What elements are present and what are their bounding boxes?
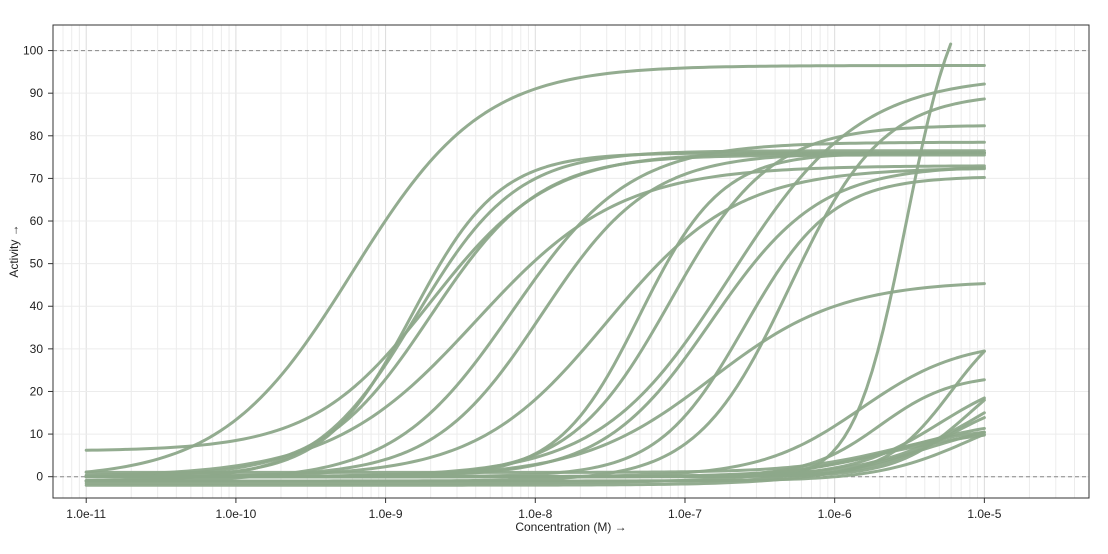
x-tick-label: 1.0e-5: [967, 507, 1001, 521]
y-tick-label: 0: [36, 470, 43, 484]
series-line-6: [84, 164, 986, 477]
series-line-1: [84, 64, 986, 474]
series-line-28: [84, 430, 986, 487]
series-line-17: [84, 42, 953, 483]
x-tick-label: 1.0e-7: [668, 507, 702, 521]
x-tick-label: 1.0e-8: [518, 507, 552, 521]
series-group: [84, 42, 986, 487]
x-tick-label: 1.0e-9: [369, 507, 403, 521]
x-tick-label: 1.0e-6: [818, 507, 852, 521]
y-tick-label: 100: [23, 44, 43, 58]
series-line-27: [84, 426, 986, 479]
series-line-29: [84, 430, 986, 474]
x-axis-label: Concentration (M) →: [515, 520, 626, 534]
y-tick-label: 80: [30, 129, 44, 143]
y-tick-label: 30: [30, 342, 44, 356]
y-axis-ticks: 0 10 20 30 40 50 60 70 80 90 100: [23, 44, 53, 484]
x-tick-label: 1.0e-10: [216, 507, 257, 521]
x-axis-ticks: 1.0e-11 1.0e-10 1.0e-9 1.0e-8 1.0e-7 1.0e-6 1.…: [66, 498, 1002, 521]
y-axis-label: Activity →: [7, 224, 21, 277]
plot-frame: [52, 24, 1090, 499]
y-tick-label: 60: [30, 214, 44, 228]
y-tick-label: 70: [30, 171, 44, 185]
y-tick-label: 40: [30, 299, 44, 313]
y-tick-label: 20: [30, 384, 44, 398]
series-line-26: [84, 432, 986, 483]
x-tick-label: 1.0e-11: [66, 507, 106, 521]
y-tick-label: 50: [30, 257, 44, 271]
y-tick-label: 10: [30, 427, 44, 441]
y-tick-label: 90: [30, 86, 44, 100]
